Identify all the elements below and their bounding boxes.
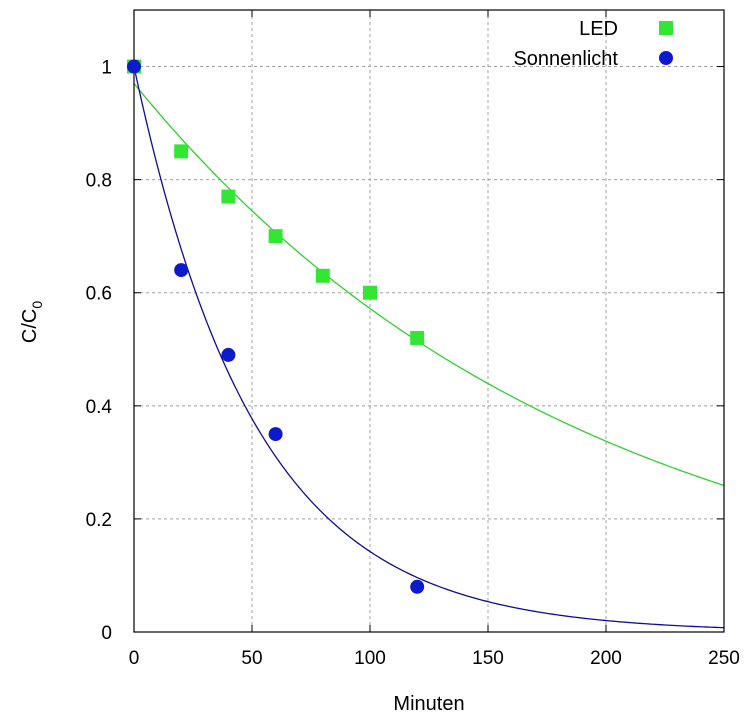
- x-axis-label: Minuten: [393, 693, 464, 715]
- x-tick-label: 100: [354, 648, 386, 669]
- fit-curve-led: [133, 83, 725, 487]
- data-points: [127, 59, 425, 594]
- axis-ticks: 0 50 100 150 200 250 0 0.2 0.4 0.6 0.8 1: [86, 10, 740, 669]
- point-sonnenlicht: [174, 263, 189, 278]
- y-tick-label: 0.4: [86, 397, 113, 418]
- point-led: [268, 229, 283, 244]
- y-tick-label: 0.6: [86, 284, 112, 305]
- point-sonnenlicht: [221, 347, 236, 362]
- y-axis-label: C/C0: [19, 301, 45, 343]
- point-led: [315, 268, 330, 283]
- y-axis-label-main: C/C: [19, 309, 41, 343]
- legend-label-led: LED: [579, 18, 618, 40]
- point-led: [174, 144, 189, 159]
- grid: [134, 10, 724, 632]
- x-tick-label: 250: [708, 648, 740, 669]
- y-axis-label-subscript: 0: [29, 301, 45, 309]
- point-led: [410, 330, 425, 345]
- legend-marker-sonnenlicht: [659, 51, 673, 65]
- y-tick-label: 0.2: [86, 510, 112, 531]
- point-sonnenlicht: [268, 427, 283, 442]
- point-led: [363, 285, 377, 300]
- point-led: [221, 189, 236, 204]
- legend-marker-led: [659, 21, 673, 35]
- point-sonnenlicht: [127, 59, 141, 74]
- legend-label-sonnenlicht: Sonnenlicht: [513, 48, 618, 70]
- fit-curves: [133, 66, 725, 629]
- point-sonnenlicht: [410, 579, 425, 594]
- x-tick-label: 0: [129, 648, 140, 669]
- y-tick-label: 0: [101, 623, 112, 644]
- x-tick-label: 50: [241, 648, 262, 669]
- plot-frame: [133, 9, 725, 633]
- y-tick-label: 0.8: [86, 171, 112, 192]
- x-tick-label: 150: [472, 648, 504, 669]
- y-tick-label: 1: [101, 58, 112, 79]
- legend: LED Sonnenlicht: [513, 18, 673, 70]
- fit-curve-sonnenlicht: [133, 66, 725, 629]
- x-tick-label: 200: [590, 648, 622, 669]
